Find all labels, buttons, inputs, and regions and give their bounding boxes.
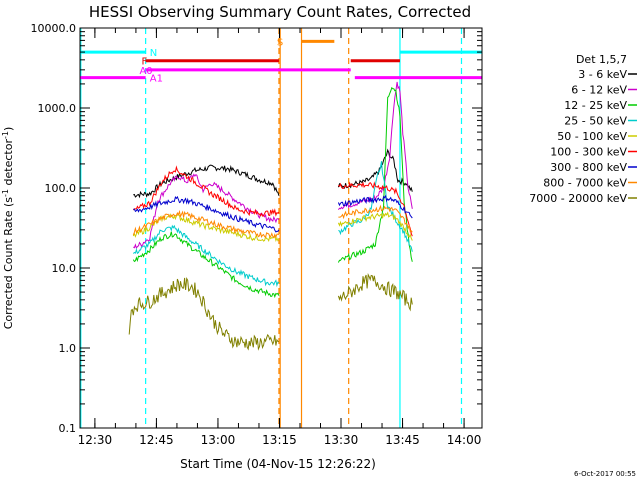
series-line-0-seg-0: [133, 164, 280, 199]
x-tick-label-6: 14:00: [447, 433, 482, 447]
legend-title: Det 1,5,7: [576, 53, 627, 66]
axes: 0.1 1.0 10.0 100.0 1000.0 10000.0 12:30 12:45 13…: [31, 22, 483, 447]
y-tick-label-1: 1.0: [59, 342, 77, 355]
legend-entry-1: 6 - 12 keV: [571, 84, 627, 97]
legend-entry-5: 100 - 300 keV: [550, 146, 627, 159]
y-axis-label: Corrected Count Rate (s-1 detector-1): [1, 127, 16, 330]
series-line-3-seg-0: [132, 224, 280, 288]
series-line-6-seg-0: [133, 195, 280, 233]
legend-entry-4: 50 - 100 keV: [557, 130, 627, 143]
legend: 3 - 6 keV 6 - 12 keV 12 - 25 keV 25 - 50 ke…: [529, 68, 637, 205]
state-label-1: F: [142, 57, 148, 68]
state-label-0: N: [150, 48, 157, 59]
series-line-2-seg-0: [132, 231, 280, 299]
state-label-4: S: [277, 37, 283, 48]
legend-entry-8: 7000 - 20000 keV: [529, 192, 627, 205]
chart-title: HESSI Observing Summary Count Rates, Cor…: [89, 3, 471, 21]
plot-frame: [79, 27, 483, 429]
x-axis-label: Start Time (04-Nov-15 12:26:22): [180, 457, 376, 471]
x-tick-label-4: 13:30: [324, 433, 359, 447]
x-tick-label-0: 12:30: [78, 433, 113, 447]
y-tick-label-4: 1000.0: [38, 102, 77, 115]
series-line-7-seg-1: [338, 204, 413, 233]
legend-entry-6: 300 - 800 keV: [550, 161, 627, 174]
legend-entry-7: 800 - 7000 keV: [543, 177, 627, 190]
series-line-5-seg-0: [132, 165, 280, 217]
series-line-0-seg-1: [337, 148, 413, 192]
y-tick-label-2: 10.0: [52, 262, 77, 275]
series-line-2-seg-1: [337, 86, 413, 263]
series-line-6-seg-1: [337, 194, 413, 219]
x-tick-label-3: 13:15: [262, 433, 297, 447]
y-tick-label-3: 100.0: [45, 182, 77, 195]
x-tick-label-1: 12:45: [139, 433, 174, 447]
series-line-4-seg-0: [132, 213, 280, 243]
state-label-3: A1: [150, 74, 163, 85]
series-line-4-seg-1: [337, 211, 413, 241]
x-tick-label-5: 13:45: [385, 433, 420, 447]
series-line-5-seg-1: [338, 181, 413, 237]
y-tick-label-0: 0.1: [59, 422, 77, 435]
legend-entry-0: 3 - 6 keV: [578, 68, 627, 81]
date-stamp: 6-Oct-2017 00:55: [574, 470, 636, 478]
legend-entry-3: 25 - 50 keV: [564, 115, 627, 128]
legend-entry-2: 12 - 25 keV: [564, 99, 627, 112]
series-line-7-seg-0: [132, 209, 280, 239]
series-line-8-seg-1: [337, 273, 413, 312]
y-tick-label-5: 10000.0: [31, 22, 77, 35]
x-tick-label-2: 13:00: [201, 433, 236, 447]
state-label-2: A0: [139, 66, 152, 77]
series-line-8-seg-0: [128, 277, 280, 351]
